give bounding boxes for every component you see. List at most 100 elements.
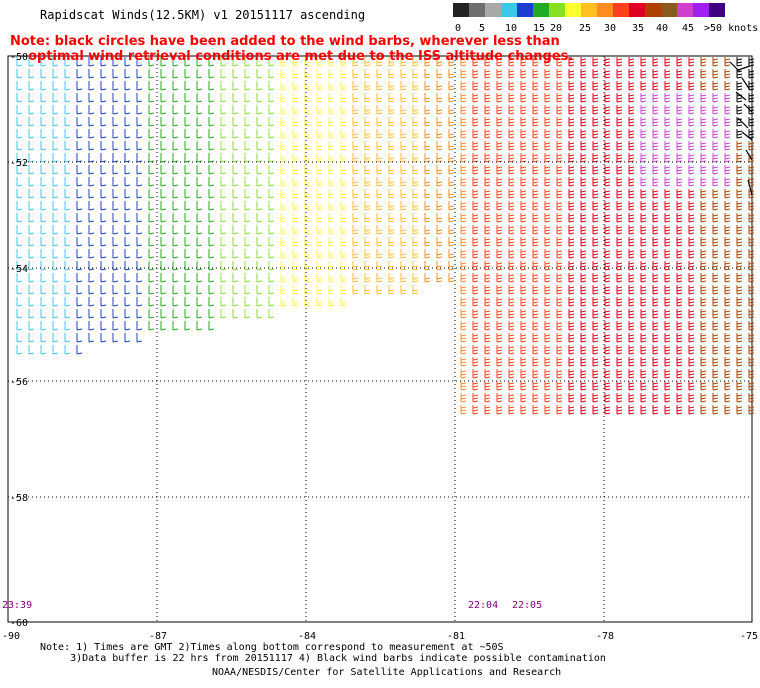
wind-barb xyxy=(628,141,635,151)
wind-barb xyxy=(232,153,239,163)
wind-barb xyxy=(688,165,695,175)
legend-swatch xyxy=(677,3,693,17)
wind-barb xyxy=(460,213,467,223)
wind-barb xyxy=(124,261,131,271)
wind-barb xyxy=(664,105,671,115)
wind-barb xyxy=(664,369,671,379)
wind-barb xyxy=(460,309,467,319)
wind-barb xyxy=(280,261,287,271)
wind-barb xyxy=(76,57,83,67)
wind-barb xyxy=(208,177,215,187)
wind-barb xyxy=(316,57,323,67)
footer-line: Note: 1) Times are GMT 2)Times along bot… xyxy=(40,642,504,653)
wind-barb xyxy=(328,273,335,283)
wind-barb xyxy=(460,249,467,259)
wind-barb xyxy=(160,261,167,271)
legend-swatch xyxy=(597,3,613,17)
wind-barb xyxy=(436,273,443,283)
wind-barb xyxy=(316,81,323,91)
wind-barb xyxy=(352,165,359,175)
legend-label: 20 xyxy=(550,23,563,34)
wind-barb xyxy=(76,153,83,163)
wind-barb xyxy=(256,105,263,115)
wind-barb xyxy=(124,249,131,259)
wind-barb xyxy=(700,57,707,67)
wind-barb xyxy=(184,177,191,187)
wind-barb xyxy=(436,189,443,199)
wind-barb xyxy=(628,213,635,223)
wind-barb xyxy=(556,285,563,295)
wind-barb xyxy=(676,345,683,355)
wind-barb xyxy=(28,261,35,271)
wind-barb xyxy=(220,129,227,139)
wind-barb xyxy=(736,345,743,355)
wind-barb xyxy=(100,57,107,67)
wind-barb xyxy=(172,57,179,67)
wind-barb xyxy=(580,129,587,139)
wind-barb xyxy=(652,405,659,415)
wind-barb xyxy=(316,273,323,283)
wind-barb xyxy=(676,357,683,367)
wind-barb xyxy=(616,213,623,223)
wind-barb xyxy=(64,237,71,247)
wind-barb xyxy=(640,393,647,403)
wind-barb xyxy=(400,249,407,259)
wind-barb xyxy=(652,369,659,379)
wind-barb xyxy=(520,69,527,79)
wind-barb xyxy=(496,177,503,187)
wind-barb xyxy=(328,177,335,187)
wind-barb xyxy=(328,261,335,271)
wind-barb xyxy=(364,189,371,199)
wind-barb xyxy=(676,285,683,295)
wind-barb xyxy=(700,93,707,103)
wind-barb xyxy=(232,177,239,187)
wind-barb xyxy=(688,105,695,115)
wind-barb xyxy=(136,57,143,67)
wind-barb xyxy=(292,237,299,247)
wind-barb xyxy=(340,237,347,247)
wind-barb xyxy=(508,81,515,91)
wind-barb xyxy=(52,261,59,271)
wind-barb xyxy=(484,225,491,235)
wind-barb xyxy=(424,57,431,67)
wind-barb xyxy=(496,393,503,403)
wind-barb xyxy=(268,117,275,127)
wind-barb xyxy=(628,129,635,139)
wind-barb xyxy=(520,57,527,67)
wind-barb xyxy=(28,129,35,139)
coastline xyxy=(729,61,753,196)
wind-barb xyxy=(676,213,683,223)
wind-barb xyxy=(676,57,683,67)
wind-barb xyxy=(172,117,179,127)
wind-barb xyxy=(580,225,587,235)
wind-barb xyxy=(328,93,335,103)
wind-barb xyxy=(652,69,659,79)
wind-barb xyxy=(724,237,731,247)
wind-barb xyxy=(604,297,611,307)
wind-barb xyxy=(676,189,683,199)
wind-barb xyxy=(424,93,431,103)
wind-barb xyxy=(64,81,71,91)
wind-barb xyxy=(400,201,407,211)
wind-barb xyxy=(280,153,287,163)
wind-barb xyxy=(484,189,491,199)
longitude-label: -78 xyxy=(596,631,614,642)
wind-barb xyxy=(652,93,659,103)
wind-barb xyxy=(52,297,59,307)
wind-barb xyxy=(316,237,323,247)
wind-barb xyxy=(556,393,563,403)
wind-barb xyxy=(388,177,395,187)
wind-barb xyxy=(580,345,587,355)
wind-barb xyxy=(256,153,263,163)
wind-barb xyxy=(616,333,623,343)
wind-barb xyxy=(484,213,491,223)
wind-barb xyxy=(640,93,647,103)
wind-barb xyxy=(556,177,563,187)
wind-barb xyxy=(496,213,503,223)
wind-barb xyxy=(748,369,755,379)
wind-barb xyxy=(328,69,335,79)
wind-barb xyxy=(640,237,647,247)
wind-barb xyxy=(100,249,107,259)
wind-barb xyxy=(40,117,47,127)
wind-barb xyxy=(196,261,203,271)
